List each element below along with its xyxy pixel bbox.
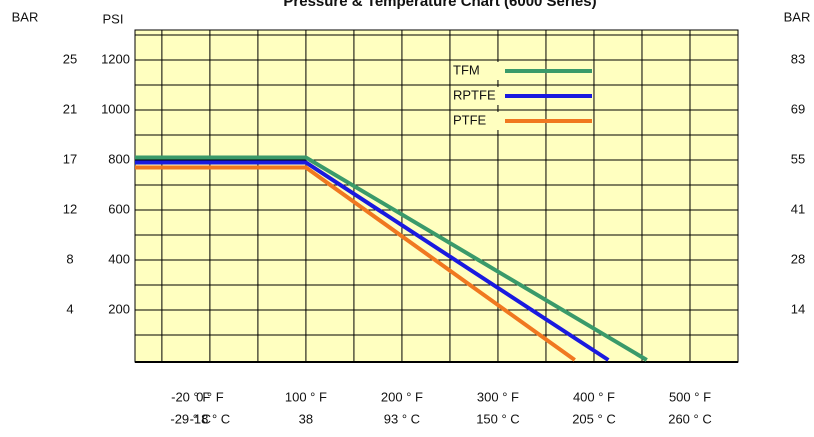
right-bar-tick-label: 83 [791,51,805,66]
left-bar-tick-label: 25 [63,51,77,66]
y-tick-label: 1000 [101,101,130,116]
legend-label: RPTFE [453,87,496,102]
x-tick-label: -20 ° F [171,389,210,404]
x-tick-label-celsius: 93 ° C [384,411,420,426]
left-bar-tick-label: 21 [63,101,77,116]
x-tick-label: 300 ° F [477,389,519,404]
x-tick-label: 0 ° F [196,389,224,404]
left-bar-tick-label: 4 [66,301,73,316]
x-tick-label-celsius: -18 ° C [190,411,231,426]
series-line [135,155,648,362]
x-tick-label: 200 ° F [381,389,423,404]
left-bar-tick-label: 8 [66,251,73,266]
right-bar-tick-label: 41 [791,201,805,216]
x-tick-label: 400 ° F [573,389,615,404]
chart-title: Pressure & Temperature Chart (6000 Serie… [283,0,596,10]
y-axis-label: PSI [103,11,124,26]
legend-label: PTFE [453,112,487,127]
right-bar-tick-label: 69 [791,101,805,116]
left-bar-label: BAR [12,9,39,24]
right-bar-tick-label: 55 [791,151,805,166]
x-tick-label: 100 ° F [285,389,327,404]
x-tick-label-celsius: -29 ° C [170,411,211,426]
x-tick-label-celsius: 150 ° C [476,411,520,426]
x-tick-label: 500 ° F [669,389,711,404]
left-bar-tick-label: 12 [63,201,77,216]
x-tick-label-celsius: 260 ° C [668,411,712,426]
y-tick-label: 1200 [101,51,130,66]
left-bar-tick-label: 17 [63,151,77,166]
right-bar-label: BAR [784,9,811,24]
legend-box [451,112,501,130]
plot-area [134,29,739,363]
y-tick-label: 600 [108,201,130,216]
y-tick-label: 400 [108,251,130,266]
y-tick-label: 200 [108,301,130,316]
legend-box [451,62,501,80]
series-line [135,160,610,362]
right-bar-tick-label: 14 [791,301,805,316]
series-line [135,165,576,362]
x-tick-label-celsius: 205 ° C [572,411,616,426]
right-bar-tick-label: 28 [791,251,805,266]
y-tick-label: 800 [108,151,130,166]
x-tick-label-celsius: 38 [299,411,313,426]
legend-box [451,87,501,105]
legend-label: TFM [453,62,480,77]
